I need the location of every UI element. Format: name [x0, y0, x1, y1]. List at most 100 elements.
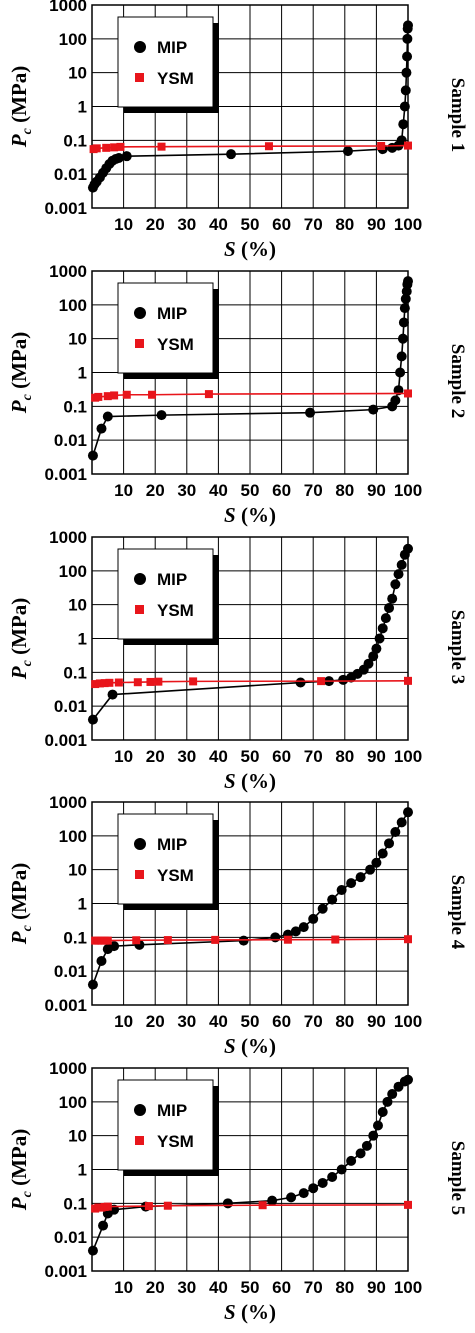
data-point-mip [393, 569, 404, 580]
plot-frame [91, 270, 409, 475]
chart-panel-4: 0.001 0.01 0.1 1 10 100 1000 10 20 30 40 50 60 70 80 90… [7, 793, 468, 1058]
x-tick-label: 20 [146, 481, 165, 500]
x-tick-label: 50 [241, 1278, 260, 1297]
x-tick-label: 70 [304, 215, 323, 234]
data-point-mip [387, 1089, 398, 1100]
data-point-mip [298, 1188, 309, 1199]
data-point-ysm [377, 142, 386, 151]
x-tick-label: 90 [367, 1012, 386, 1031]
data-point-ysm [404, 935, 412, 944]
x-tick-label: 70 [304, 747, 323, 766]
chart-panel-5: 0.001 0.01 0.1 1 10 100 1000 10 20 30 40 50 60 70 80 90… [7, 1059, 468, 1324]
data-point-mip [396, 351, 407, 362]
x-tick-label: 20 [146, 215, 165, 234]
y-tick-label: 0.1 [63, 131, 87, 150]
data-point-mip [390, 395, 401, 406]
y-tick-label: 0.1 [63, 1194, 87, 1213]
y-tick-label: 0.1 [63, 663, 87, 682]
data-point-ysm [110, 143, 119, 152]
data-point-ysm [157, 142, 166, 151]
x-tick-label: 20 [146, 1012, 165, 1031]
legend-marker-ysm [135, 1136, 144, 1145]
data-point-mip [305, 407, 316, 418]
legend-box [117, 813, 214, 905]
legend-label-mip: MIP [157, 570, 187, 589]
data-point-mip [397, 333, 408, 344]
data-point-ysm [105, 678, 114, 687]
data-point-ysm [144, 1202, 153, 1211]
legend-box [117, 1079, 214, 1171]
data-point-mip [396, 559, 407, 570]
data-point-ysm [211, 935, 220, 944]
x-tick-label: 10 [114, 1012, 133, 1031]
legend-marker-ysm [135, 870, 144, 879]
x-tick-label: 30 [177, 215, 196, 234]
x-tick-label: 10 [114, 481, 133, 500]
y-tick-label: 0.01 [54, 962, 87, 981]
y-tick-label: 10 [68, 1127, 87, 1146]
data-point-ysm [404, 389, 412, 398]
data-point-ysm [103, 1202, 112, 1211]
plot-frame [91, 536, 409, 741]
x-tick-label: 40 [209, 747, 228, 766]
data-point-ysm [154, 677, 163, 686]
x-axis-label: S (%) [224, 1034, 276, 1058]
data-point-mip [403, 20, 413, 31]
y-tick-label: 0.1 [63, 928, 87, 947]
data-point-mip [317, 1177, 328, 1188]
x-tick-label: 60 [272, 481, 291, 500]
x-tick-label: 90 [367, 1278, 386, 1297]
x-tick-label: 10 [114, 215, 133, 234]
y-tick-label: 100 [59, 30, 87, 49]
data-point-mip [87, 1245, 98, 1256]
data-point-mip [372, 1120, 383, 1131]
data-point-mip [355, 1148, 366, 1159]
x-tick-label: 80 [335, 481, 354, 500]
data-point-mip [403, 1074, 413, 1085]
x-tick-label: 100 [394, 215, 422, 234]
data-point-ysm [110, 391, 119, 400]
x-tick-label: 50 [241, 481, 260, 500]
data-point-mip [400, 85, 411, 96]
x-tick-label: 40 [209, 1012, 228, 1031]
x-tick-label: 80 [335, 215, 354, 234]
data-point-mip [361, 1140, 372, 1151]
series-ysm [91, 389, 412, 402]
data-point-ysm [102, 143, 111, 152]
series-ysm [91, 935, 412, 945]
y-tick-label: 0.01 [54, 1228, 87, 1247]
data-point-ysm [114, 678, 123, 687]
data-point-mip [102, 411, 113, 422]
data-point-ysm [404, 141, 412, 150]
data-point-mip [401, 67, 412, 78]
sample-label: Sample 4 [447, 875, 468, 950]
x-tick-label: 80 [335, 1278, 354, 1297]
data-point-mip [377, 1107, 388, 1118]
data-point-mip [403, 543, 413, 554]
legend-label-ysm: YSM [157, 69, 194, 88]
data-point-mip [96, 955, 107, 966]
data-point-mip [398, 119, 409, 130]
data-point-mip [380, 613, 391, 624]
x-axis-label: S (%) [224, 1300, 276, 1324]
data-point-mip [346, 878, 357, 889]
data-point-mip [336, 1164, 347, 1175]
data-point-mip [113, 153, 124, 164]
data-point-mip [387, 593, 398, 604]
data-point-mip [327, 894, 338, 905]
legend-marker-mip [134, 573, 146, 585]
y-tick-label: 1000 [49, 793, 87, 812]
x-tick-label: 100 [394, 1278, 422, 1297]
legend: MIP YSM [117, 548, 219, 645]
legend-label-ysm: YSM [157, 1132, 194, 1151]
data-point-mip [342, 146, 353, 157]
data-point-mip [346, 1155, 357, 1166]
y-tick-label: 1 [78, 895, 87, 914]
chart-panel-2: 0.001 0.01 0.1 1 10 100 1000 10 20 30 40 50 60 70 80 90… [7, 262, 468, 527]
data-point-mip [398, 317, 409, 328]
data-point-ysm [258, 1201, 267, 1210]
data-point-mip [377, 623, 388, 634]
y-axis-label: Pc (MPa) [7, 863, 35, 945]
legend-label-ysm: YSM [157, 866, 194, 885]
